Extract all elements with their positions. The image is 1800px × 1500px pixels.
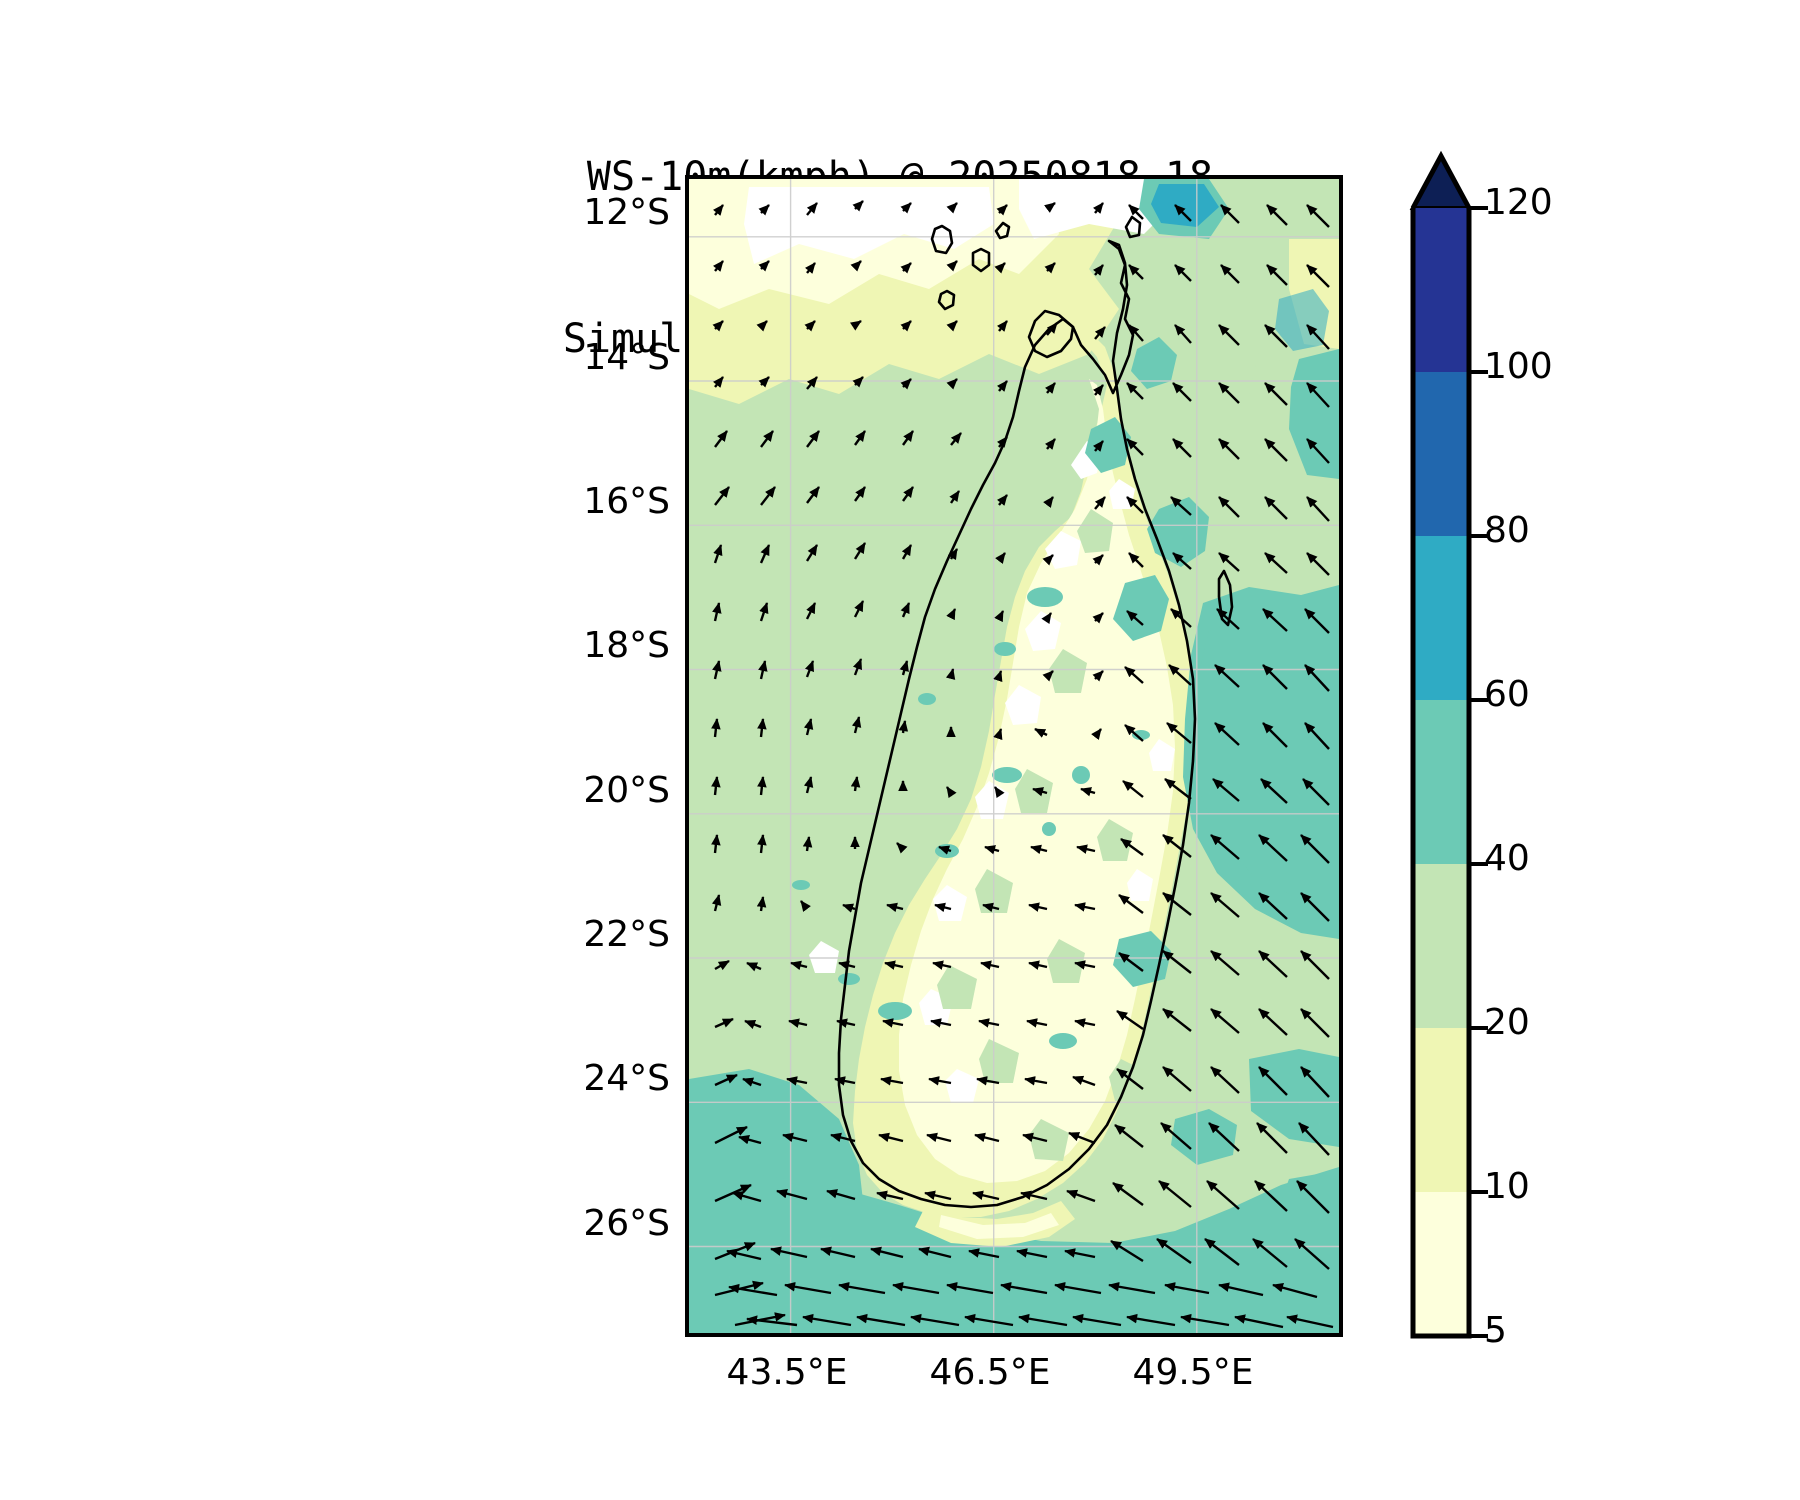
colorbar-label-5: 5 <box>1484 1310 1507 1351</box>
xtick-label-43-5E: 43.5°E <box>726 1352 848 1393</box>
colorbar-tick-20 <box>1470 1026 1488 1030</box>
colorbar-label-60: 60 <box>1484 674 1530 715</box>
colorbar-band-20-40 <box>1413 864 1469 1028</box>
colorbar-label-80: 80 <box>1484 510 1530 551</box>
colorbar-tick-40 <box>1470 862 1488 866</box>
colorbar-label-40: 40 <box>1484 838 1530 879</box>
colorbar-tick-60 <box>1470 698 1488 702</box>
colorbar-band-80-100 <box>1413 372 1469 536</box>
ytick-label-16S: 16°S <box>583 481 670 522</box>
ytick-label-20S: 20°S <box>583 770 670 811</box>
colorbar-swatches <box>1409 150 1473 1339</box>
colorbar-band-5-10 <box>1413 1192 1469 1336</box>
ytick-label-14S: 14°S <box>583 337 670 378</box>
ytick-label-22S: 22°S <box>583 914 670 955</box>
colorbar-label-10: 10 <box>1484 1166 1530 1207</box>
ytick-label-12S: 12°S <box>583 192 670 233</box>
colorbar-extend-max <box>1409 151 1473 210</box>
colorbar-label-100: 100 <box>1484 346 1553 387</box>
colorbar-tick-120 <box>1470 206 1488 210</box>
ytick-label-24S: 24°S <box>583 1058 670 1099</box>
colorbar-band-100-120 <box>1413 208 1469 372</box>
colorbar-band-10-20 <box>1413 1028 1469 1192</box>
colorbar-tick-100 <box>1470 370 1488 374</box>
colorbar-label-20: 20 <box>1484 1002 1530 1043</box>
colorbar-tick-5 <box>1470 1334 1488 1338</box>
colorbar-tick-80 <box>1470 534 1488 538</box>
colorbar-band-60-80 <box>1413 536 1469 700</box>
colorbar-label-120: 120 <box>1484 182 1553 223</box>
ytick-label-18S: 18°S <box>583 625 670 666</box>
wind-speed-contour-map <box>689 179 1339 1333</box>
map-plot-area <box>685 175 1343 1337</box>
colorbar-band-40-60 <box>1413 700 1469 864</box>
xtick-label-46-5E: 46.5°E <box>929 1352 1051 1393</box>
xtick-label-49-5E: 49.5°E <box>1132 1352 1254 1393</box>
ytick-label-26S: 26°S <box>583 1203 670 1244</box>
colorbar[interactable]: 120 100 80 60 40 20 10 5 <box>1408 150 1553 1351</box>
colorbar-tick-10 <box>1470 1190 1488 1194</box>
